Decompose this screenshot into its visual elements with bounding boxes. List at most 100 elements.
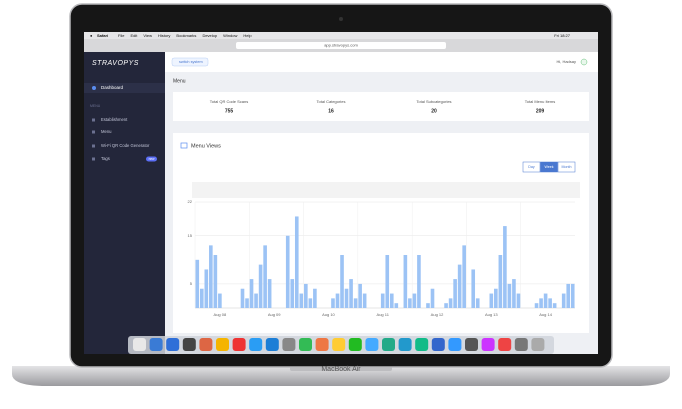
bar — [285, 235, 290, 308]
nav-icon — [92, 144, 95, 148]
nav-item[interactable]: Establishment — [101, 117, 128, 122]
menubar-app[interactable]: Safari — [97, 33, 108, 38]
dock-icon[interactable] — [149, 338, 163, 351]
sidebar-active — [84, 83, 165, 93]
bar — [304, 283, 308, 308]
stats-card — [173, 92, 589, 121]
dock-icon[interactable] — [133, 338, 146, 351]
nav-icon — [92, 130, 95, 134]
dock-icon[interactable] — [249, 338, 263, 351]
switch-label[interactable]: switch system — [179, 60, 203, 64]
dock-icon[interactable] — [232, 338, 246, 351]
avatar[interactable] — [580, 58, 588, 66]
bar — [475, 298, 480, 308]
bar — [195, 259, 200, 308]
menubar-item[interactable]: Develop — [202, 33, 217, 38]
nav-dashboard[interactable]: Dashboard — [101, 85, 124, 90]
chart-title: Menu Views — [191, 143, 221, 149]
x-tick-label: Aug 11 — [377, 312, 390, 317]
bar — [408, 298, 412, 308]
dock-icon[interactable] — [481, 338, 495, 351]
dock-icon[interactable] — [265, 338, 279, 351]
dock-icon[interactable] — [514, 338, 528, 351]
stat-label: Total Categories — [317, 99, 346, 104]
range-button-label[interactable]: Month — [562, 165, 572, 169]
nav-icon — [92, 157, 95, 161]
dock-icon[interactable] — [348, 338, 362, 351]
range-button[interactable] — [522, 161, 541, 173]
dock-icons — [133, 338, 545, 351]
user[interactable]: Hi, Hadsay — [556, 59, 576, 64]
dock-icon[interactable] — [365, 338, 379, 351]
bar — [498, 255, 503, 308]
bar — [385, 255, 390, 308]
dock-icon[interactable] — [498, 338, 512, 351]
bar — [204, 269, 209, 308]
apple-logo: ● — [90, 33, 93, 38]
dock-icon[interactable] — [448, 338, 462, 351]
bar — [394, 303, 399, 308]
bar — [548, 298, 552, 308]
bar — [457, 264, 462, 308]
bar — [444, 303, 448, 308]
range-button-label[interactable]: Day — [528, 165, 535, 169]
nav-item[interactable]: Menu — [101, 129, 112, 134]
dock-icon[interactable] — [315, 338, 329, 351]
dock-icon[interactable] — [415, 338, 429, 351]
stat-value: 755 — [225, 108, 234, 114]
menubar-item[interactable]: Window — [223, 33, 237, 38]
dock-icon[interactable] — [299, 338, 312, 351]
switch-button[interactable] — [171, 57, 209, 67]
nav-item[interactable]: Wi-Fi QR Code Generator — [101, 143, 150, 148]
menubar-item[interactable]: File — [118, 33, 125, 38]
bar — [507, 283, 512, 308]
bar — [335, 293, 340, 308]
dock-icon[interactable] — [166, 338, 180, 351]
nav-item[interactable]: Tags — [101, 156, 110, 161]
camera — [339, 17, 343, 21]
nav-icon — [92, 86, 96, 90]
bar — [494, 288, 498, 308]
bar — [389, 293, 394, 308]
bar — [539, 298, 543, 308]
range-button[interactable] — [557, 161, 576, 173]
nav-section: MENU — [90, 104, 101, 108]
menubar-item[interactable]: View — [143, 33, 152, 38]
bar — [471, 269, 476, 308]
bar — [417, 255, 421, 308]
dock-icon[interactable] — [216, 338, 229, 351]
device-label: MacBook Air — [321, 366, 361, 373]
dock-icon[interactable] — [465, 338, 478, 351]
y-tick-label: 5 — [190, 281, 193, 286]
bar — [489, 293, 494, 308]
menubar-item[interactable]: History — [158, 33, 170, 38]
bar — [209, 245, 213, 308]
dock-icon[interactable] — [182, 338, 196, 351]
dock-icon[interactable] — [282, 338, 296, 351]
chart-icon — [180, 142, 188, 149]
range-button[interactable] — [540, 161, 558, 173]
stat-label: Total QR Code Scans — [210, 99, 248, 104]
menubar-item[interactable]: Edit — [130, 33, 138, 38]
dock-icon[interactable] — [431, 338, 445, 351]
range-button-label[interactable]: Week — [544, 165, 553, 169]
bar — [534, 303, 539, 308]
bar — [308, 298, 313, 308]
bar — [512, 279, 516, 308]
logo: STRAVOPYS — [92, 60, 139, 67]
stat-value: 20 — [431, 108, 437, 114]
nav-icon — [92, 118, 95, 122]
app-header — [165, 52, 598, 72]
dock-icon[interactable] — [332, 338, 346, 351]
bar — [245, 298, 249, 308]
dock-icon[interactable] — [531, 338, 545, 351]
menubar-item[interactable]: Help — [243, 33, 252, 38]
dock-icon[interactable] — [199, 338, 213, 351]
bar — [353, 298, 358, 308]
menubar-item[interactable]: Bookmarks — [176, 33, 196, 38]
dock-icon[interactable] — [382, 338, 395, 351]
bar — [503, 226, 507, 308]
dock-icon[interactable] — [398, 338, 412, 351]
bar — [290, 279, 295, 308]
